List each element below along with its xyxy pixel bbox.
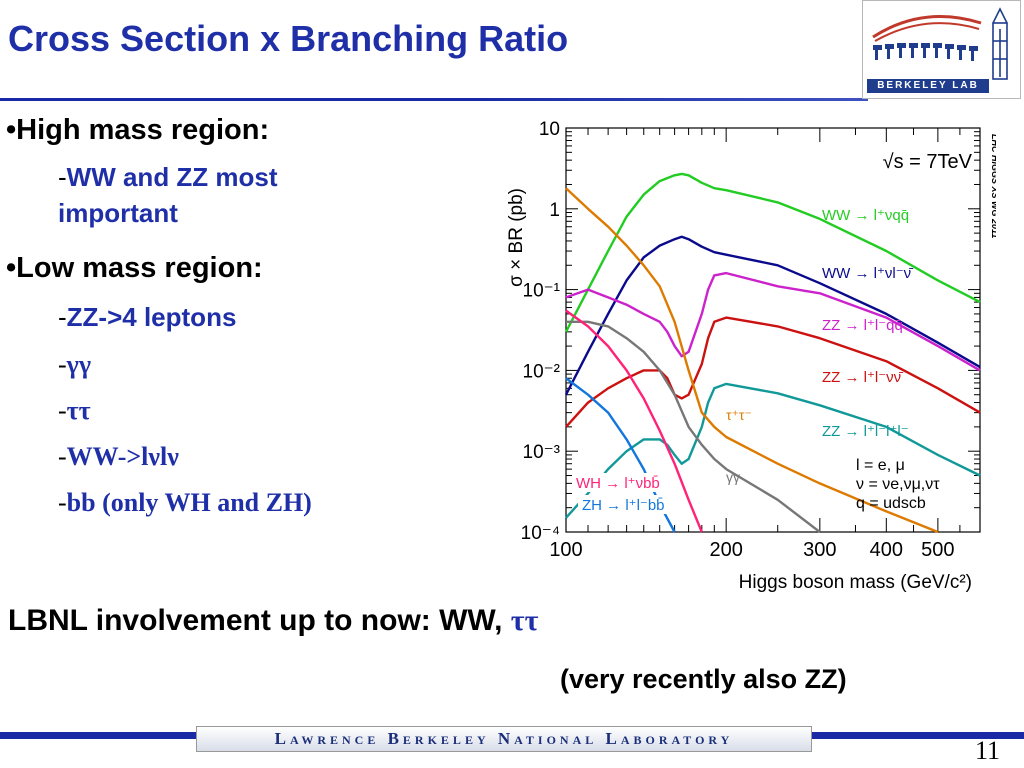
series-line [566,320,821,533]
series-label: ZZ → l⁺l⁻νν̄ [822,369,903,386]
bullet-item-ww: WW->lνlν [66,442,179,471]
bullet-high-mass-text: High mass region: [16,114,270,146]
lbnl-involvement: LBNL involvement up to now: WW, ττ [8,604,538,638]
legend-note-line: l = e, μ [856,457,905,474]
series-label: WW → l⁺νqq̄ [822,207,909,224]
title-underline [0,98,868,101]
bullet-high-mass: •High mass region: [6,114,270,146]
lbnl-involvement-tautau: ττ [510,604,539,637]
series-line [564,235,981,396]
page-number: 11 [975,736,1001,765]
x-tick-label: 500 [921,539,954,561]
legend-note-line: q = udscb [856,495,926,512]
series-line [564,172,981,333]
higgs-xsbr-chart: 10⁻⁴ 10⁻³ 10⁻² 10⁻¹ 1 10 100 200 300 400 500 Higgs … [506,119,996,593]
bullet-high-mass-sub-cont: important [58,198,178,229]
series-label: WW → l⁺νl⁻ν̄ [822,265,913,282]
y-tick-label: 10 [539,119,560,140]
bullet-low-mass-item: -γγ [58,350,91,379]
bullet-high-mass-sub: -WW and ZZ most [58,162,278,192]
series-line [565,309,703,533]
series-line [565,187,939,534]
lbnl-involvement-text: LBNL involvement up to now: WW, [8,604,503,637]
bullet-low-mass-item: -WW->lνlν [58,442,179,471]
slide-title: Cross Section x Branching Ratio [8,18,569,59]
lhc-wg-label: LHC HIGGS XS WG 2011 [990,134,996,238]
y-tick-label: 1 [549,200,560,221]
bullet-item-bb: bb (only WH and ZH) [66,488,312,517]
series-label: WH → l⁺νbb̄ [576,475,660,492]
series-label-bg [578,495,672,514]
bullet-item-tautau: ττ [66,396,91,425]
series-label: ZZ → l⁺l⁻l⁺l⁻ [822,423,909,440]
bullet-low-mass-text: Low mass region: [16,252,263,284]
bullet-item-gamgam: γγ [66,350,91,379]
legend-note-line: ν = νe,νμ,ντ [856,476,940,493]
x-axis-label: Higgs boson mass (GeV/c²) [739,572,972,593]
bullet-item-zz4l: ZZ->4 leptons [66,302,237,332]
plot-frame [565,127,981,533]
y-tick-label: 10⁻¹ [523,281,561,302]
berkeley-lab-logo-icon [872,7,1008,80]
series-label: γγ [726,469,740,485]
series-line [565,382,981,519]
y-axis-label: σ × BR (pb) [506,188,527,287]
x-tick-label: 200 [709,539,742,561]
bullet-low-mass-item: -bb (only WH and ZH) [58,488,312,517]
series-label: ZH → l⁺l⁻bb̄ [582,497,665,514]
x-tick-label: 100 [549,539,582,561]
bullet-low-mass-item: -ττ [58,396,91,425]
bullet-low-mass-item: -ZZ->4 leptons [58,302,237,332]
series-line [565,316,981,428]
bullet-low-mass: •Low mass region: [6,252,263,284]
series-label: τ⁺τ⁻ [726,407,752,423]
bullet-high-mass-sub-line1: WW and ZZ most [66,162,278,192]
y-tick-label: 10⁻³ [523,442,561,463]
y-tick-label: 10⁻⁴ [521,523,560,544]
recent-zz-note: (very recently also ZZ) [560,664,847,694]
bullet-high-mass-sub-line2: important [58,198,178,228]
energy-label: √s = 7TeV [883,151,973,173]
lab-name-banner: Lawrence Berkeley National Laboratory [196,726,812,752]
y-tick-label: 10⁻² [523,361,561,382]
berkeley-lab-wordmark: BERKELEY LAB [867,79,989,93]
series-label-bg [572,473,666,492]
x-tick-label: 400 [870,539,903,561]
series-line [565,271,981,372]
x-tick-label: 300 [803,539,836,561]
series-label: ZZ → l⁺l⁻qq̄ [822,317,903,334]
berkeley-lab-logo: BERKELEY LAB [862,0,1021,99]
